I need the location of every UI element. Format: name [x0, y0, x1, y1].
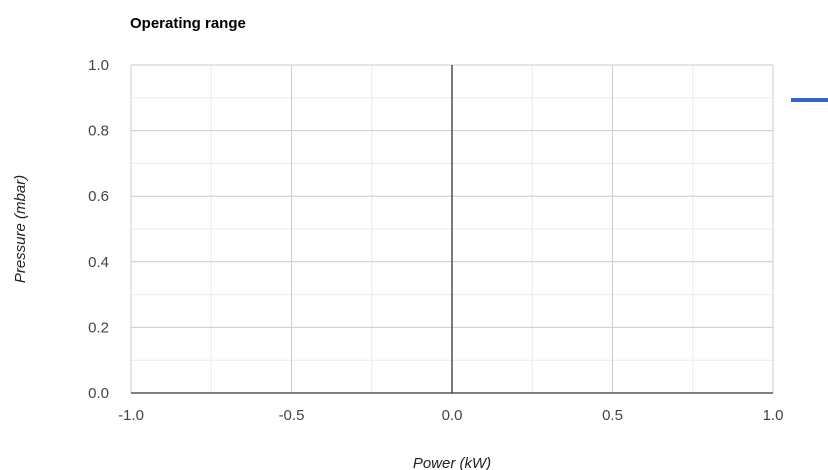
x-tick-label: 0.0	[442, 407, 463, 424]
x-tick-labels: -1.0 -0.5 0.0 0.5 1.0	[118, 407, 783, 424]
chart-title: Operating range	[130, 15, 246, 32]
x-axis-title: Power (kW)	[413, 455, 491, 470]
y-tick-labels: 0.0 0.2 0.4 0.6 0.8 1.0	[88, 57, 109, 402]
x-tick-label: -1.0	[118, 407, 144, 424]
y-tick-label: 0.6	[88, 188, 109, 205]
x-tick-label: 1.0	[763, 407, 784, 424]
y-tick-label: 0.2	[88, 319, 109, 336]
y-tick-label: 0.4	[88, 254, 109, 271]
y-tick-label: 0.0	[88, 385, 109, 402]
x-tick-label: 0.5	[602, 407, 623, 424]
y-tick-label: 1.0	[88, 57, 109, 74]
legend-series-swatch[interactable]	[791, 98, 828, 102]
x-tick-label: -0.5	[279, 407, 305, 424]
y-tick-label: 0.8	[88, 123, 109, 140]
y-axis-title: Pressure (mbar)	[12, 175, 29, 283]
